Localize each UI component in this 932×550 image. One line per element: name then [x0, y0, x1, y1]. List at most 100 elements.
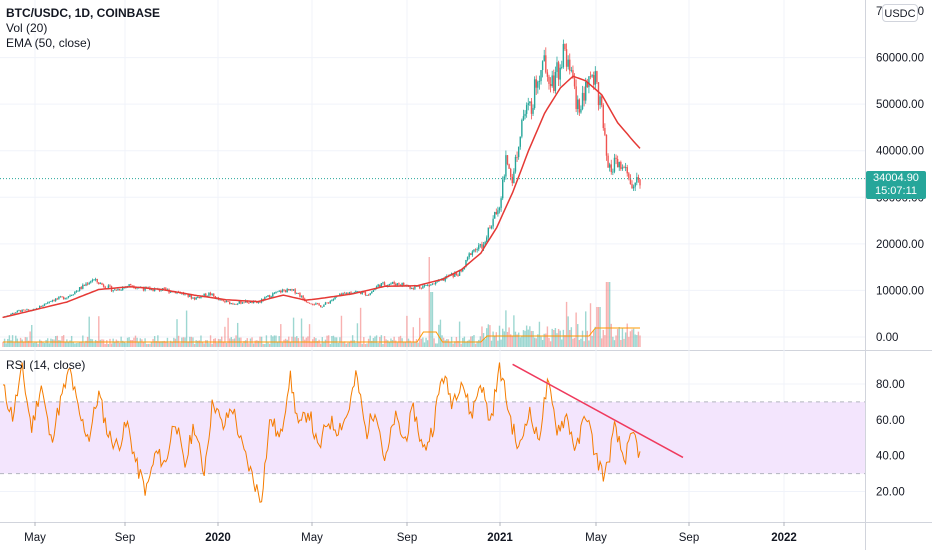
rsi-legend: RSI (14, close) — [6, 358, 85, 373]
volume-bar — [90, 338, 92, 347]
price-pane[interactable] — [0, 39, 865, 347]
volume-bar — [516, 334, 518, 347]
volume-bar — [213, 338, 215, 347]
volume-bar — [452, 343, 454, 347]
candle-body — [98, 282, 100, 285]
volume-bar — [369, 335, 371, 347]
candle-body — [21, 309, 23, 312]
volume-bar — [465, 342, 467, 347]
volume-bar — [537, 334, 539, 347]
rsi-tick-label: 40.00 — [876, 451, 905, 463]
volume-bar — [391, 340, 394, 347]
volume-bar — [77, 342, 79, 347]
volume-bar — [233, 338, 236, 347]
candle-body — [452, 273, 454, 277]
volume-bar — [401, 338, 403, 347]
candle-body — [593, 75, 595, 85]
volume-bar — [98, 316, 100, 347]
last-price-tag: 34004.90 15:07:11 — [866, 171, 926, 199]
volume-bar — [412, 327, 414, 347]
volume-bar — [624, 332, 627, 347]
ema-legend[interactable]: EMA (50, close) — [6, 36, 91, 50]
volume-bar — [185, 310, 188, 347]
volume-bar — [543, 333, 545, 347]
volume-bar — [179, 342, 181, 347]
candle-body — [128, 284, 130, 287]
candle-body — [131, 285, 134, 287]
candle-body — [115, 289, 118, 291]
volume-bar — [118, 342, 121, 347]
volume-bar — [439, 319, 442, 347]
volume-bar — [35, 341, 38, 347]
rsi-pane[interactable] — [0, 362, 865, 503]
candle-body — [548, 76, 550, 85]
volume-bar — [125, 343, 127, 347]
volume-bar — [494, 335, 496, 347]
candle-body — [597, 82, 600, 106]
candle-body — [122, 287, 124, 290]
volume-bar — [110, 343, 113, 347]
volume-bar — [88, 316, 90, 347]
time-tick-label: 2022 — [771, 532, 797, 544]
candle-body — [414, 285, 416, 289]
volume-bar — [616, 328, 619, 347]
volume-bar — [62, 335, 65, 347]
volume-bar — [390, 338, 392, 347]
currency-button[interactable]: USDC — [882, 4, 918, 22]
candle-body — [302, 295, 304, 299]
rsi-legend-label[interactable]: RSI (14, close) — [6, 358, 86, 372]
candle-body — [320, 305, 322, 308]
candle-body — [53, 300, 55, 302]
volume-bar — [264, 343, 266, 347]
candle-body — [600, 96, 603, 106]
volume-bar — [145, 343, 148, 347]
volume-bar — [458, 321, 461, 347]
volume-bar — [3, 338, 6, 347]
volume-bar — [160, 341, 162, 347]
candle-body — [396, 283, 399, 286]
volume-bar — [434, 343, 437, 347]
volume-bar — [529, 326, 531, 347]
candle-body — [428, 284, 430, 286]
candle-body — [591, 75, 593, 77]
volume-bar — [581, 330, 584, 347]
volume-bar — [473, 335, 475, 347]
volume-bar — [348, 342, 351, 347]
volume-bar — [347, 342, 349, 347]
candle-body — [10, 314, 12, 316]
volume-bar — [236, 322, 239, 347]
candle-body — [444, 277, 446, 281]
candle-body — [521, 120, 523, 137]
volume-bar — [222, 342, 225, 347]
candle-body — [195, 297, 197, 300]
candle-body — [130, 284, 132, 286]
volume-bar — [174, 338, 177, 347]
candle-body — [546, 72, 549, 77]
volume-bar — [561, 339, 563, 347]
candle-body — [112, 290, 114, 292]
candle-body — [78, 287, 81, 291]
volume-bar — [142, 341, 145, 347]
volume-bar — [197, 340, 199, 347]
candle-body — [224, 301, 226, 303]
volume-bar — [457, 340, 459, 347]
volume-bar — [74, 343, 76, 347]
volume-bar — [169, 340, 172, 347]
volume-bar — [332, 335, 335, 347]
candle-body — [498, 207, 501, 211]
candle-body — [275, 291, 277, 294]
candle-body — [540, 70, 542, 82]
candle-body — [484, 241, 486, 245]
candle-body — [522, 116, 525, 121]
candle-body — [454, 272, 456, 277]
candle-body — [610, 164, 612, 173]
volume-bar — [198, 340, 201, 347]
volume-bar — [533, 337, 536, 347]
candle-body — [324, 302, 327, 305]
volume-bar — [267, 342, 269, 347]
symbol-label[interactable]: BTC/USDC, 1D, COINBASE — [6, 6, 161, 20]
candle-body — [321, 306, 323, 308]
volume-bar — [320, 343, 322, 347]
volume-legend[interactable]: Vol (20) — [6, 21, 48, 35]
